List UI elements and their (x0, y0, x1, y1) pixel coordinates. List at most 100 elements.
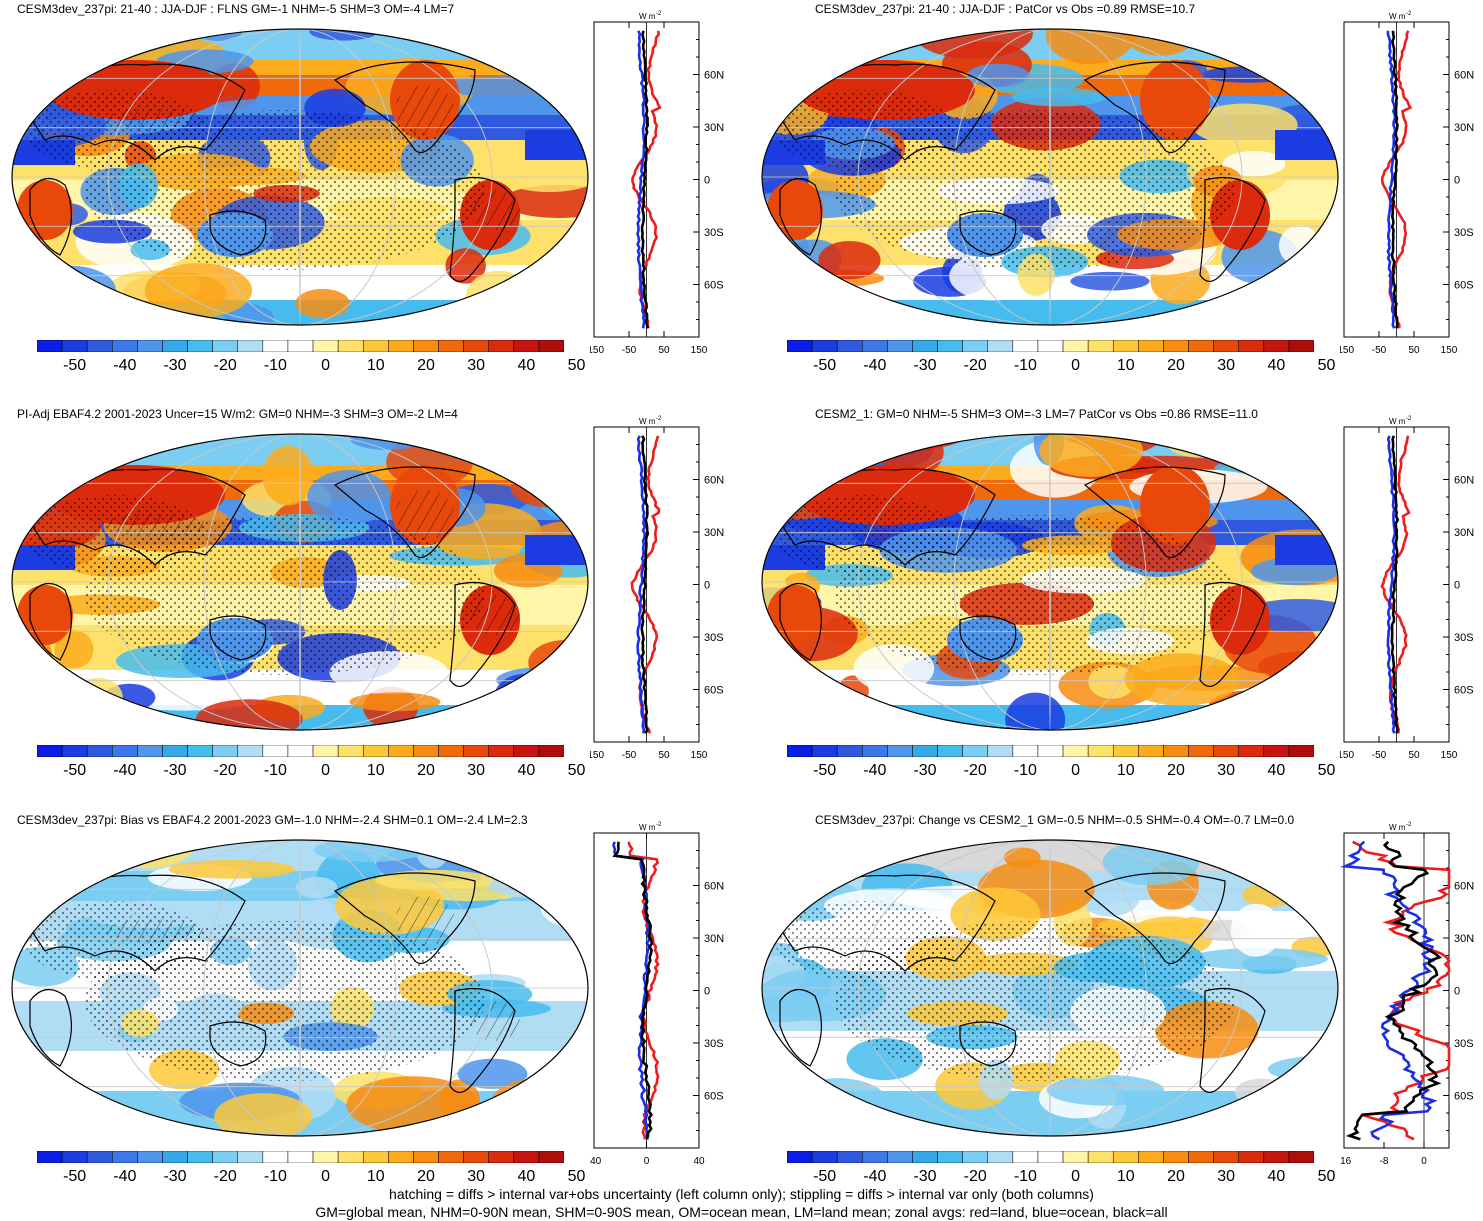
colorbar-swatch (112, 340, 138, 352)
colorbar-tick-label: 0 (1071, 1168, 1081, 1185)
map-panel-1: CESM3dev_237pi: 21-40 : JJA-DJF : FLNS G… (5, 2, 724, 374)
colorbar-swatch (1112, 340, 1139, 352)
colorbar-tick-label: 30 (1217, 1168, 1236, 1185)
colorbar-labels: -50 -40 -30 -20 -10 0 10 20 30 40 50 (37, 1168, 585, 1188)
colorbar-swatch (112, 1151, 138, 1163)
colorbar-tick-label: -10 (1013, 1168, 1037, 1185)
zonal-x-tick-label: 50 (1408, 345, 1420, 356)
zonal-unit-label: W m (1389, 417, 1406, 426)
colorbar-swatch (513, 745, 540, 757)
colorbar-tick-label: 0 (1071, 762, 1081, 779)
zonal-lat-label: 0 (1454, 175, 1460, 187)
panel-title: CESM2_1: GM=0 NHM=-5 SHM=3 OM=-3 LM=7 Pa… (815, 407, 1258, 421)
colorbar-swatch (337, 340, 364, 352)
colorbar-swatch (887, 745, 913, 757)
colorbar-swatch (37, 340, 63, 352)
colorbar-swatch (463, 340, 489, 352)
colorbar-swatch (262, 340, 289, 352)
colorbar-swatch (1238, 1151, 1265, 1163)
zonal-x-tick-label: 40 (693, 1156, 705, 1167)
colorbar-swatch (1138, 1151, 1164, 1163)
colorbar-tick-label: 50 (1317, 357, 1336, 374)
colorbar-tick-label: 50 (567, 1168, 586, 1185)
colorbar-swatch (836, 745, 863, 757)
colorbar-swatch (1213, 745, 1239, 757)
zonal-x-tick-label: -50 (1372, 750, 1387, 761)
colorbar-swatch (1012, 340, 1039, 352)
zonal-lat-label: 60S (1454, 685, 1474, 697)
colorbar-swatch (287, 1151, 314, 1163)
colorbar-swatch (1037, 340, 1064, 352)
colorbar-swatch (1087, 1151, 1114, 1163)
zonal-unit-exponent: -2 (656, 416, 662, 422)
colorbar-swatch (61, 745, 88, 757)
colorbar-swatch (337, 1151, 364, 1163)
colorbar-tick-label: 40 (1267, 1168, 1286, 1185)
zonal-series-blue (636, 435, 647, 734)
colorbar-swatch (1188, 1151, 1214, 1163)
zonal-series-blue (636, 30, 646, 329)
colorbar-tick-label: 10 (366, 762, 385, 779)
zonal-x-tick-label: 50 (658, 750, 670, 761)
colorbar-tick-label: 0 (321, 1168, 331, 1185)
colorbar-swatch (862, 745, 888, 757)
zonal-x-tick-label: -16 (1340, 1156, 1352, 1167)
zonal-lat-label: 60S (704, 685, 724, 697)
colorbar-tick-label: -20 (963, 1168, 987, 1185)
zonal-series-black (1390, 30, 1399, 329)
colorbar-swatch (37, 745, 63, 757)
colorbar-swatch (1263, 340, 1290, 352)
colorbar-swatch (1087, 340, 1114, 352)
colorbar-swatch (162, 1151, 188, 1163)
colorbar-tick-label: 10 (1116, 357, 1135, 374)
colorbar-swatch (86, 745, 113, 757)
colorbar-tick-label: -20 (213, 1168, 237, 1185)
colorbar-swatch (262, 1151, 289, 1163)
colorbar-tick-label: -40 (863, 1168, 887, 1185)
zonal-lat-label: 30S (704, 1038, 724, 1050)
world-map (11, 839, 589, 1137)
colorbar-swatch (162, 340, 188, 352)
colorbar-swatch (37, 1151, 63, 1163)
colorbar-swatch (1062, 1151, 1089, 1163)
colorbar-swatch (337, 745, 364, 757)
zonal-unit-exponent: -2 (1406, 416, 1412, 422)
zonal-unit-label: W m (639, 823, 656, 832)
colorbar-tick-label: -30 (163, 762, 187, 779)
colorbar-swatch (538, 340, 564, 352)
world-map (11, 28, 589, 326)
zonal-unit-exponent: -2 (656, 822, 662, 828)
zonal-lat-label: 0 (704, 580, 710, 592)
colorbar-swatch (1238, 745, 1265, 757)
colorbar-swatch (1288, 745, 1314, 757)
panel-title: CESM3dev_237pi: Change vs CESM2_1 GM=-0.… (815, 813, 1295, 827)
zonal-mean-plot: W m-2 60N 30N 0 30S 60S -150 -50 50 150 (1340, 416, 1474, 761)
colorbar-swatch (912, 1151, 938, 1163)
colorbar-tick-label: 50 (567, 357, 586, 374)
colorbar-tick-label: 20 (1167, 357, 1185, 374)
colorbar-swatch (262, 745, 289, 757)
colorbar-labels: -50 -40 -30 -20 -10 0 10 20 30 40 50 (787, 357, 1335, 377)
panel-title: CESM3dev_237pi: 21-40 : JJA-DJF : PatCor… (815, 2, 1196, 16)
zonal-x-tick-label: -150 (1340, 345, 1354, 356)
zonal-mean-plot: W m-2 60N 30N 0 30S 60S -40 0 40 (590, 822, 724, 1167)
world-map (761, 433, 1339, 731)
colorbar-swatch (811, 1151, 838, 1163)
zonal-lat-label: 30S (1454, 632, 1474, 644)
colorbar-tick-label: 50 (1317, 1168, 1336, 1185)
colorbar-swatch (488, 745, 515, 757)
colorbar-swatch (413, 745, 439, 757)
colorbar-swatch (312, 745, 339, 757)
colorbar-swatch (862, 1151, 888, 1163)
zonal-lat-label: 60N (704, 475, 724, 487)
colorbar-swatch (1288, 340, 1314, 352)
zonal-x-tick-label: 0 (644, 1156, 650, 1167)
zonal-series-black (640, 435, 650, 734)
colorbar-tick-label: -20 (963, 762, 987, 779)
colorbar-swatch (187, 745, 213, 757)
colorbar-tick-label: -40 (113, 357, 137, 374)
colorbar-tick-label: -10 (263, 1168, 287, 1185)
colorbar-tick-label: 10 (366, 1168, 385, 1185)
zonal-series-red (1380, 435, 1411, 734)
colorbar-swatch (212, 745, 239, 757)
